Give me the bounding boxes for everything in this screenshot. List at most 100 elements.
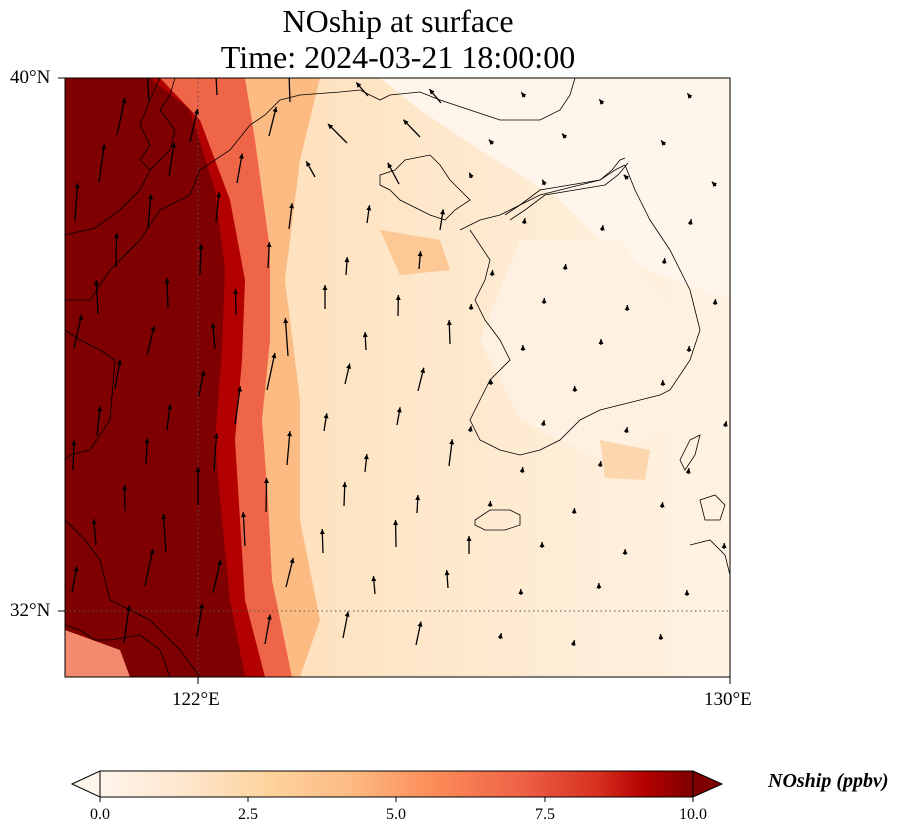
wind-vector-head [687,93,693,99]
field-patch-bay [380,230,450,275]
wind-vector-head [395,295,401,301]
field-low-north-east [380,78,730,300]
wind-vector-head [319,529,325,535]
wind-vector-shaft [265,477,268,513]
wind-vector-shaft [123,605,130,644]
wind-vector-head [289,203,295,209]
wind-vector-head [488,379,494,385]
wind-vector-head [393,520,399,526]
wind-vector-head [722,421,728,427]
wind-vector-head [658,634,664,640]
wind-vector-head [489,270,495,276]
wind-vector-head [199,603,205,609]
wind-vector-head [148,194,154,200]
wind-vector-head [468,304,474,310]
wind-vector-head [344,611,350,617]
wind-vector-head [599,99,605,105]
coastline [65,78,730,677]
wind-vector-head [420,367,426,374]
wind-vector-shaft [199,243,202,275]
wind-vector-head [161,514,167,520]
wind-vector-head [520,345,526,351]
wind-vector-head [403,119,409,126]
field-patch-south [600,440,650,480]
map-panel [58,77,731,684]
wind-vector-head [366,205,372,211]
wind-vector-head [306,161,311,167]
wind-vector-shaft [144,548,154,587]
wind-vector-head [78,314,83,321]
wind-vector-head [387,162,393,169]
lon-label-130e: 130°E [704,689,752,710]
wind-vector-head [521,218,527,224]
wind-vector-head [684,590,690,596]
wind-vector-head [322,285,328,290]
wind-vector-head [661,258,667,264]
wind-vector-head [415,495,421,501]
wind-vector-head [396,407,402,413]
wind-vector-head [74,183,80,189]
wind-vector-head [323,413,329,419]
wind-vector-head [449,439,455,445]
wind-vector-shaft [213,433,218,472]
wind-vector-head [687,219,693,225]
wind-vector-head [344,257,350,263]
wind-vector-head [164,278,170,284]
wind-vector-head [440,209,445,215]
wind-vector-head [685,468,691,474]
wind-vector-head [561,133,568,139]
colorbar-extend-low [70,770,101,798]
wind-vector-head [287,431,293,437]
wind-vector-head [346,363,352,369]
wind-vector-head [362,332,368,338]
wind-vector-head [469,172,474,179]
wind-vector-head [342,482,348,488]
wind-vector-head [466,536,472,541]
wind-vector-head [487,501,493,507]
wind-vector-shaft [166,277,169,309]
wind-vector-head [597,461,603,467]
wind-vector-shaft [73,314,83,349]
wind-vector-head [283,318,289,324]
wind-vector-head [711,181,718,188]
colorbar-extend-high [692,770,724,798]
wind-vector-head [93,280,99,286]
wind-vector-shaft [268,106,277,137]
wind-vector-head [266,242,272,248]
wind-vector-head [599,225,605,231]
wind-vector-head [712,299,718,305]
wind-vector-head [596,583,602,589]
wind-vector-head [210,323,216,329]
wind-vector-head [488,139,495,145]
lat-label-40n: 40°N [10,67,51,88]
wind-vector-shaft [284,318,289,357]
wind-vector-head [497,633,503,639]
wind-vector-head [194,108,199,115]
wind-vector-head [116,359,122,365]
wind-vector-shaft [196,603,203,638]
wind-vector-shaft [212,559,222,594]
wind-vector-head [540,420,546,426]
wind-vector-head [217,559,222,566]
wind-vector-head [101,144,107,150]
wind-vector-head [539,542,545,548]
wind-vector-shaft [236,153,243,184]
wind-vector-head [126,605,132,611]
map-subtitle-time: Time: 2024-03-21 18:00:00 [220,39,576,75]
wind-vector-shaft [162,514,167,553]
wind-vector-shaft [114,359,121,390]
colorbar-gradient [99,770,694,798]
wind-vector-head [417,251,423,257]
wind-vector-head [73,566,79,572]
wind-vector-head [623,174,630,181]
lat-label-32n: 32°N [10,600,51,621]
wind-vector-head [623,427,629,433]
wind-vector-head [198,244,204,250]
wind-vector-head [167,404,173,410]
wind-vector-head [518,589,524,595]
wind-vector-head [272,106,278,113]
wind-vector-head [541,298,547,304]
wind-vector-head [121,97,127,104]
wind-vector-head [266,614,272,620]
wind-vector-head [356,82,362,88]
